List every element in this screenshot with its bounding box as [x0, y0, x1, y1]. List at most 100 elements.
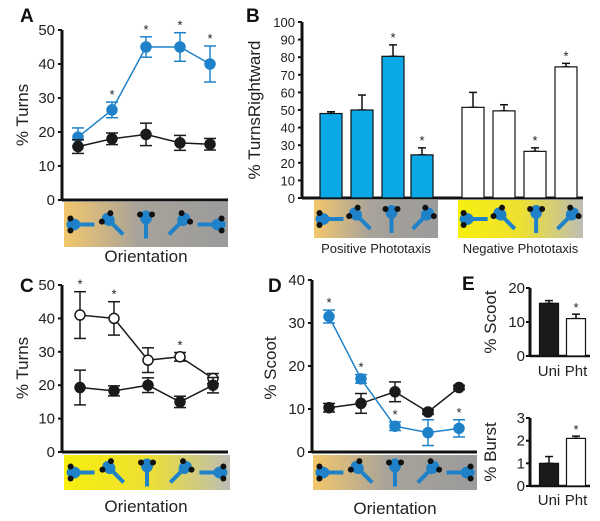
eye-dot — [567, 204, 574, 211]
y-tick-label: 50 — [38, 277, 55, 294]
eye-dot — [398, 459, 404, 466]
series-open: * * * — [74, 277, 219, 385]
data-point — [323, 401, 335, 414]
eye-dot — [490, 213, 497, 220]
data-point — [142, 379, 154, 391]
eye-dot — [354, 204, 361, 211]
data-point — [74, 309, 86, 321]
eye-dot — [98, 218, 105, 225]
y-axis-title: % Burst — [481, 422, 500, 482]
y-axis-title: % TurnsRightward — [245, 41, 264, 180]
body-shape — [385, 205, 398, 219]
y-tick-label: 30 — [288, 315, 305, 332]
tail-shape — [389, 217, 394, 233]
eye-dot — [460, 222, 467, 228]
body-shape — [140, 210, 152, 225]
eye-dot — [180, 458, 187, 465]
eye-dot — [178, 210, 185, 217]
series-black — [72, 122, 216, 155]
tail-shape — [110, 469, 126, 484]
significance-star: * — [326, 295, 331, 310]
eye-dot — [67, 463, 74, 470]
panel-b: 0 10 20 30 40 50 60 70 80 90 100 % TurnsRightward B P… — [245, 6, 583, 256]
panel-d: 0 10 20 30 40 % Scoot D Orientation * * * * — [261, 272, 477, 518]
bar — [410, 154, 434, 199]
tail-shape — [411, 216, 426, 231]
data-point — [422, 406, 434, 418]
x-category-label: Uni — [538, 363, 561, 380]
series-blue: * * * * — [323, 295, 465, 447]
animal-orientation-icon — [490, 204, 517, 231]
animal-orientation-icon — [386, 458, 404, 487]
animal-orientation-icon — [527, 205, 546, 233]
eye-dot — [99, 466, 106, 473]
y-tick-label: 10 — [38, 411, 55, 428]
body-shape — [460, 466, 475, 479]
eye-dot — [218, 215, 225, 222]
animal-orientation-icon — [416, 458, 443, 484]
body-shape — [66, 218, 81, 231]
eye-dot — [467, 463, 474, 470]
eye-dot — [575, 213, 582, 220]
x-category-label: Pht — [565, 492, 588, 509]
tail-shape — [416, 469, 431, 484]
animal-orientation-icon — [99, 458, 126, 484]
data-point — [389, 420, 401, 432]
eye-dot — [347, 466, 354, 473]
eye-dot — [436, 466, 443, 473]
panel-a: 0 10 20 30 40 50 % Turns A Orientation * * * * — [13, 6, 228, 266]
group-0: Positive Phototaxis * * — [314, 30, 438, 256]
y-axis-title: % Turns — [13, 337, 32, 399]
series-black — [323, 381, 465, 418]
tail-shape — [502, 216, 517, 231]
eye-dot — [499, 204, 506, 211]
y-tick-label: 0 — [47, 192, 55, 209]
y-tick-label: 40 — [281, 121, 295, 136]
tail-shape — [327, 470, 344, 475]
panel-label: C — [20, 276, 34, 297]
eye-dot — [67, 475, 74, 482]
y-tick-label: 0 — [47, 444, 55, 461]
eye-dot — [218, 227, 225, 234]
data-point — [140, 128, 152, 141]
significance-star: * — [392, 407, 397, 422]
body-shape — [389, 458, 401, 473]
panel-e1: 0 10 20 % Scoot E Uni Pht * — [462, 274, 590, 380]
animal-orientation-icon — [459, 210, 488, 228]
eye-dot — [149, 211, 155, 218]
significance-star: * — [573, 422, 578, 437]
animal-orientation-icon — [411, 204, 437, 231]
significance-star: * — [111, 287, 116, 302]
tail-shape — [393, 470, 397, 487]
eye-dot — [107, 458, 114, 465]
eye-dot — [356, 458, 363, 465]
eye-dot — [107, 210, 114, 217]
body-shape — [530, 205, 543, 219]
tail-shape — [534, 217, 539, 233]
y-tick-label: 50 — [38, 22, 55, 39]
panel-label: D — [268, 276, 282, 297]
body-shape — [141, 458, 153, 473]
tail-shape — [556, 216, 571, 231]
data-point — [142, 354, 154, 366]
data-point — [74, 381, 86, 394]
x-axis-title: Orientation — [104, 247, 187, 266]
animal-orientation-icon — [197, 215, 226, 234]
eye-dot — [138, 459, 144, 466]
y-tick-label: 40 — [288, 272, 305, 289]
data-point — [355, 373, 367, 385]
significance-star: * — [358, 360, 363, 375]
y-tick-label: 20 — [508, 280, 525, 297]
tail-shape — [359, 469, 374, 484]
body-shape — [315, 213, 330, 225]
significance-star: * — [77, 277, 82, 292]
body-shape — [459, 213, 474, 225]
y-tick-label: 10 — [508, 314, 525, 331]
eye-dot — [346, 213, 353, 220]
eye-dot — [539, 206, 546, 212]
bar — [492, 110, 516, 199]
panel-label: E — [462, 274, 475, 295]
group-label: Negative Phototaxis — [463, 241, 579, 256]
eye-dot — [187, 218, 194, 225]
